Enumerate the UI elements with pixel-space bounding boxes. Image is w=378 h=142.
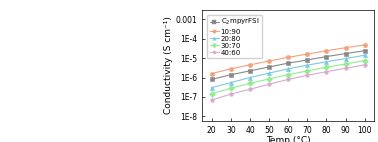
40:60 — [343, 67, 348, 69]
40:60 — [209, 99, 214, 101]
Line: C₂mpyrFSI: C₂mpyrFSI — [210, 49, 367, 82]
40:60 — [324, 71, 329, 73]
20:80 — [229, 82, 233, 83]
Line: 30:70: 30:70 — [210, 58, 367, 96]
10:90 — [305, 53, 310, 55]
C₂mpyrFSI — [305, 59, 310, 61]
10:90 — [248, 64, 252, 66]
C₂mpyrFSI — [209, 79, 214, 80]
30:70 — [324, 66, 329, 68]
40:60 — [248, 88, 252, 90]
20:80 — [286, 68, 291, 70]
10:90 — [363, 44, 367, 46]
30:70 — [229, 87, 233, 89]
20:80 — [324, 61, 329, 63]
30:70 — [343, 63, 348, 65]
C₂mpyrFSI — [363, 50, 367, 52]
40:60 — [267, 83, 271, 85]
C₂mpyrFSI — [286, 62, 291, 64]
40:60 — [363, 64, 367, 66]
Line: 20:80: 20:80 — [210, 53, 367, 90]
Line: 40:60: 40:60 — [210, 63, 367, 102]
30:70 — [363, 60, 367, 61]
30:70 — [248, 83, 252, 84]
Line: 10:90: 10:90 — [210, 43, 367, 76]
20:80 — [305, 64, 310, 66]
10:90 — [267, 60, 271, 62]
10:90 — [343, 47, 348, 49]
30:70 — [286, 74, 291, 76]
30:70 — [209, 93, 214, 94]
C₂mpyrFSI — [267, 66, 271, 68]
Y-axis label: Conductivity (S cm⁻¹): Conductivity (S cm⁻¹) — [164, 16, 173, 114]
20:80 — [267, 72, 271, 74]
Legend: C$_2$mpyrFSI, 10:90, 20:80, 30:70, 40:60: C$_2$mpyrFSI, 10:90, 20:80, 30:70, 40:60 — [208, 14, 262, 59]
C₂mpyrFSI — [324, 56, 329, 57]
40:60 — [305, 74, 310, 76]
20:80 — [248, 77, 252, 78]
10:90 — [324, 50, 329, 52]
C₂mpyrFSI — [229, 74, 233, 76]
C₂mpyrFSI — [343, 53, 348, 54]
40:60 — [286, 79, 291, 80]
30:70 — [305, 70, 310, 72]
C₂mpyrFSI — [248, 70, 252, 72]
20:80 — [363, 54, 367, 56]
X-axis label: Temp (°C): Temp (°C) — [266, 136, 311, 142]
20:80 — [343, 58, 348, 59]
20:80 — [209, 87, 214, 88]
30:70 — [267, 78, 271, 80]
40:60 — [229, 93, 233, 95]
10:90 — [209, 73, 214, 74]
10:90 — [286, 56, 291, 58]
10:90 — [229, 68, 233, 70]
